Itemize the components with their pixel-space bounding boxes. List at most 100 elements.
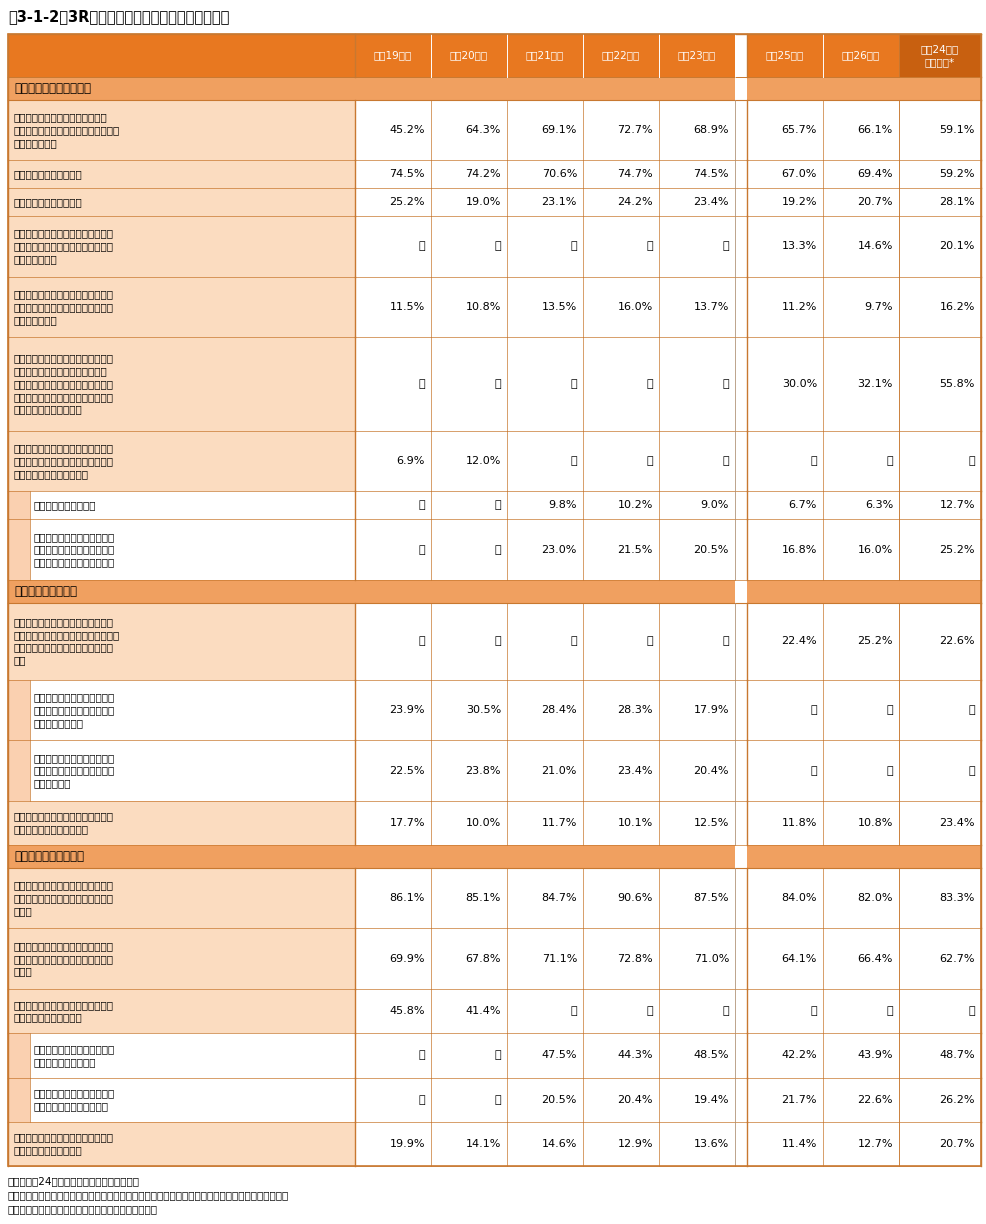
Bar bbox=[355, 868, 431, 929]
Bar bbox=[507, 1033, 583, 1077]
Text: 28.4%: 28.4% bbox=[541, 705, 577, 715]
Text: 48.7%: 48.7% bbox=[939, 1050, 974, 1060]
Text: －: － bbox=[418, 379, 425, 389]
Text: 不用品を、中古品を扱う店やバザー
やフリーマーケット、インターネット
オークションなどを利用して売って
いる: 不用品を、中古品を扱う店やバザー やフリーマーケット、インターネット オークショ… bbox=[13, 617, 119, 666]
Bar bbox=[355, 1121, 431, 1166]
Bar bbox=[8, 188, 355, 215]
Text: 中古品を扱う店やバザーやフ
リーマーケットで売買するよ
うにしている: 中古品を扱う店やバザーやフ リーマーケットで売買するよ うにしている bbox=[34, 753, 115, 788]
Bar bbox=[507, 989, 583, 1033]
Text: 83.3%: 83.3% bbox=[939, 894, 974, 903]
Bar bbox=[507, 1121, 583, 1166]
Bar bbox=[583, 1121, 659, 1166]
Bar bbox=[30, 1077, 355, 1121]
Text: 平成21年度: 平成21年度 bbox=[526, 50, 564, 60]
Text: 21.0%: 21.0% bbox=[541, 766, 577, 776]
Bar bbox=[583, 989, 659, 1033]
Text: －: － bbox=[646, 241, 653, 251]
Text: －: － bbox=[494, 545, 501, 554]
Text: －: － bbox=[494, 1050, 501, 1060]
Bar bbox=[659, 929, 735, 989]
Bar bbox=[431, 519, 507, 580]
Text: 平成22年度: 平成22年度 bbox=[601, 50, 640, 60]
Text: －: － bbox=[494, 1094, 501, 1105]
Bar bbox=[431, 800, 507, 845]
Bar bbox=[507, 1077, 583, 1121]
Bar bbox=[746, 492, 822, 519]
Bar bbox=[898, 929, 980, 989]
Bar bbox=[659, 602, 735, 679]
Bar bbox=[735, 34, 746, 77]
Bar bbox=[355, 99, 431, 160]
Bar bbox=[8, 580, 980, 602]
Bar bbox=[583, 431, 659, 492]
Text: 66.1%: 66.1% bbox=[857, 125, 892, 135]
Bar bbox=[8, 929, 355, 989]
Text: －: － bbox=[810, 457, 816, 466]
Text: 資料：環境省、内閣府「環境問題に関する世論調査」: 資料：環境省、内閣府「環境問題に関する世論調査」 bbox=[8, 1204, 158, 1214]
Bar bbox=[431, 160, 507, 188]
Text: 12.0%: 12.0% bbox=[465, 457, 501, 466]
Text: 74.7%: 74.7% bbox=[617, 169, 653, 179]
Bar bbox=[659, 338, 735, 431]
Text: 25.2%: 25.2% bbox=[939, 545, 974, 554]
Text: リサイクルしやすいように、資源ご
みとして回収されるびんなどは洗っ
ている: リサイクルしやすいように、資源ご みとして回収されるびんなどは洗っ ている bbox=[13, 941, 112, 977]
Bar bbox=[8, 160, 355, 188]
Bar bbox=[431, 188, 507, 215]
Bar bbox=[507, 277, 583, 338]
Bar bbox=[431, 34, 507, 77]
Bar bbox=[735, 160, 746, 188]
Bar bbox=[898, 1077, 980, 1121]
Bar bbox=[659, 679, 735, 741]
Text: －: － bbox=[494, 241, 501, 251]
Bar bbox=[659, 34, 735, 77]
Bar bbox=[507, 34, 583, 77]
Text: －: － bbox=[418, 636, 425, 646]
Text: 携帯電話などの小型電子機器
の店頭回収に協力している: 携帯電話などの小型電子機器 の店頭回収に協力している bbox=[34, 1088, 115, 1111]
Text: －: － bbox=[418, 501, 425, 510]
Text: 48.5%: 48.5% bbox=[693, 1050, 729, 1060]
Text: －: － bbox=[967, 457, 974, 466]
Bar bbox=[898, 492, 980, 519]
Bar bbox=[735, 215, 746, 277]
Bar bbox=[822, 679, 898, 741]
Bar bbox=[583, 215, 659, 277]
Bar bbox=[355, 741, 431, 800]
Bar bbox=[735, 1033, 746, 1077]
Bar bbox=[898, 99, 980, 160]
Bar bbox=[822, 868, 898, 929]
Text: 59.1%: 59.1% bbox=[939, 125, 974, 135]
Bar bbox=[822, 338, 898, 431]
Text: 67.8%: 67.8% bbox=[465, 953, 501, 963]
Text: －: － bbox=[646, 457, 653, 466]
Text: －: － bbox=[722, 379, 729, 389]
Bar bbox=[898, 34, 980, 77]
Bar bbox=[431, 1077, 507, 1121]
Bar bbox=[583, 160, 659, 188]
Text: －: － bbox=[570, 457, 577, 466]
Text: スーパーのトレイや携帯電話など、
店頭回収に協力している: スーパーのトレイや携帯電話など、 店頭回収に協力している bbox=[13, 1000, 112, 1022]
Text: －: － bbox=[722, 241, 729, 251]
Text: 簡易包装に取り組んでいたり、使い
捨て食器類（割り箸等）を使用して
いない店を選ぶ: 簡易包装に取り組んでいたり、使い 捨て食器類（割り箸等）を使用して いない店を選… bbox=[13, 289, 112, 324]
Bar bbox=[735, 1077, 746, 1121]
Text: 69.9%: 69.9% bbox=[389, 953, 425, 963]
Text: 85.1%: 85.1% bbox=[465, 894, 501, 903]
Text: 13.3%: 13.3% bbox=[781, 241, 816, 251]
Text: 11.7%: 11.7% bbox=[541, 818, 577, 829]
Text: －: － bbox=[810, 705, 816, 715]
Text: 74.5%: 74.5% bbox=[693, 169, 729, 179]
Text: 19.9%: 19.9% bbox=[389, 1138, 425, 1149]
Text: トレイや牛乳パックなどの店
頭回収に協力している: トレイや牛乳パックなどの店 頭回収に協力している bbox=[34, 1044, 115, 1067]
Bar bbox=[355, 492, 431, 519]
Text: 13.6%: 13.6% bbox=[693, 1138, 729, 1149]
Bar bbox=[735, 519, 746, 580]
Text: 84.0%: 84.0% bbox=[781, 894, 816, 903]
Text: 20.7%: 20.7% bbox=[939, 1138, 974, 1149]
Bar bbox=[735, 580, 746, 602]
Bar bbox=[746, 602, 822, 679]
Text: 59.2%: 59.2% bbox=[939, 169, 974, 179]
Bar bbox=[822, 989, 898, 1033]
Bar bbox=[898, 741, 980, 800]
Bar bbox=[659, 1121, 735, 1166]
Bar bbox=[735, 929, 746, 989]
Bar bbox=[735, 1121, 746, 1166]
